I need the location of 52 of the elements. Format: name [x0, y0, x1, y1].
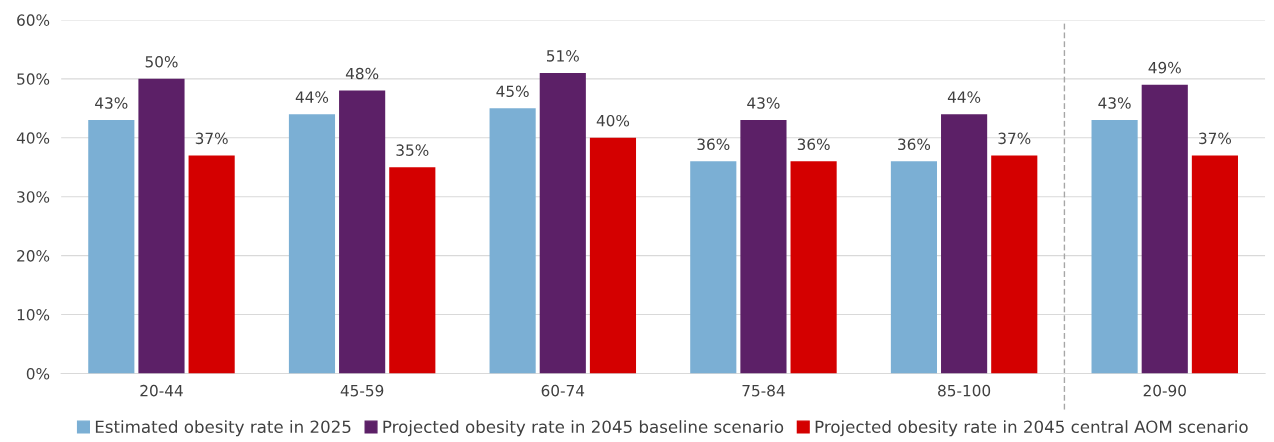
x-tick-label: 45-59: [340, 384, 384, 397]
y-tick-label: 50%: [17, 73, 50, 85]
legend-label: Projected obesity rate in 2045 baseline scenario: [383, 420, 784, 437]
data-label: 36%: [898, 138, 931, 151]
bar: [991, 155, 1038, 374]
bar: [288, 114, 336, 374]
x-tick-label: 20-90: [1143, 384, 1186, 397]
bar: [740, 120, 787, 374]
y-tick-label: 30%: [17, 191, 50, 203]
data-label: 40%: [596, 114, 630, 127]
data-label: 43%: [95, 97, 128, 109]
bar: [1091, 120, 1138, 374]
bar: [589, 137, 637, 374]
data-label: 35%: [396, 144, 429, 156]
data-label: 43%: [1098, 97, 1131, 109]
data-label: 48%: [345, 67, 379, 80]
bar: [539, 72, 586, 374]
bar: [339, 90, 386, 374]
x-tick-label: 75-84: [742, 384, 785, 397]
bar: [890, 161, 938, 374]
legend-label: Projected obesity rate in 2045 central AOM scenario: [815, 420, 1248, 437]
bar: [389, 167, 436, 374]
bar: [188, 155, 235, 374]
bar: [88, 120, 135, 374]
bar: [1191, 155, 1238, 374]
data-label: 37%: [1199, 132, 1232, 145]
data-label: 37%: [998, 132, 1031, 145]
data-label: 45%: [496, 85, 529, 97]
data-label: 36%: [697, 138, 730, 151]
y-tick-label: 0%: [26, 367, 50, 380]
data-label: 37%: [195, 132, 228, 145]
legend-label: Estimated obesity rate in 2025: [95, 420, 351, 437]
bar: [790, 161, 837, 374]
bar: [690, 161, 737, 374]
data-label: 36%: [797, 138, 830, 151]
y-tick-label: 40%: [16, 132, 50, 144]
data-label: 51%: [546, 50, 579, 62]
data-label: 44%: [947, 91, 981, 103]
y-tick-label: 10%: [17, 309, 50, 321]
x-tick-label: 20-44: [140, 384, 183, 397]
y-tick-label: 60%: [17, 14, 50, 26]
bar: [1141, 84, 1188, 374]
bar: [941, 114, 988, 374]
bar: [489, 108, 536, 374]
bar: [138, 78, 185, 374]
x-tick-label: 85-100: [938, 384, 991, 397]
x-tick-label: 60-74: [541, 384, 585, 397]
data-label: 50%: [145, 55, 178, 68]
data-label: 43%: [747, 97, 780, 109]
data-label: 44%: [295, 91, 329, 103]
y-tick-label: 20%: [17, 250, 50, 262]
data-label: 49%: [1148, 61, 1181, 74]
